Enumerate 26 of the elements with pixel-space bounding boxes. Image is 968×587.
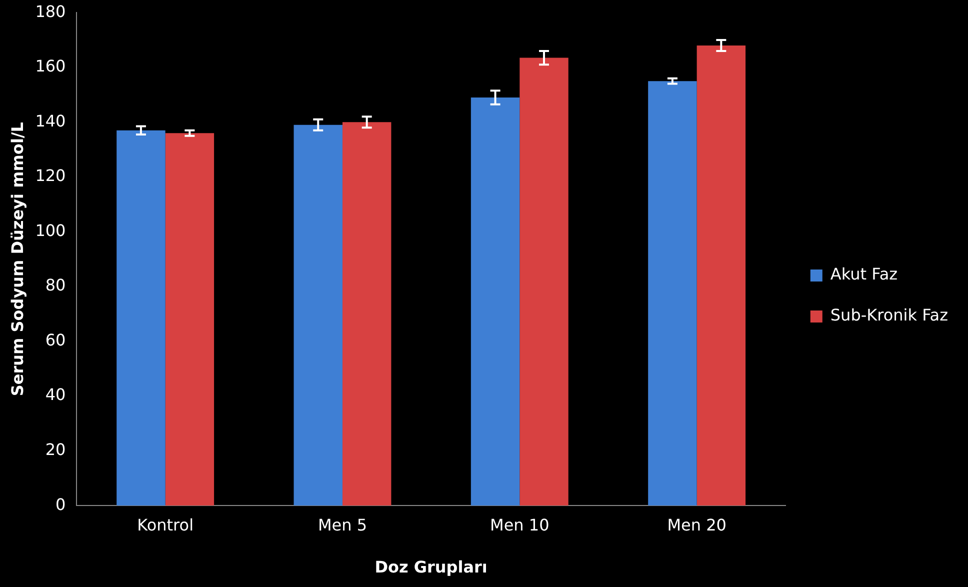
- y-tick-label: 160: [35, 56, 66, 76]
- x-tick-label: Kontrol: [137, 515, 194, 534]
- x-tick-label: Men 20: [667, 515, 726, 534]
- y-tick-label: 140: [35, 111, 66, 130]
- bar: [294, 124, 342, 506]
- y-tick-label: 80: [45, 276, 66, 295]
- bar: [116, 130, 166, 506]
- x-tick-label: Men 5: [318, 515, 368, 534]
- legend-label: Sub-Kronik Faz: [830, 306, 948, 325]
- bar: [648, 81, 697, 506]
- bar: [696, 45, 746, 506]
- bar: [470, 98, 520, 506]
- x-tick-label: Men 10: [490, 515, 550, 534]
- y-tick-label: 100: [35, 220, 66, 240]
- bar: [342, 122, 392, 506]
- bar: [520, 58, 568, 506]
- y-tick-label: 180: [35, 2, 66, 21]
- y-tick-label: 60: [45, 330, 66, 350]
- legend-label: Akut Faz: [830, 264, 898, 284]
- y-axis-title: Serum Sodyum Düzeyi mmol/L: [8, 122, 27, 396]
- y-tick-label: 0: [56, 494, 66, 514]
- y-tick-label: 20: [45, 440, 66, 459]
- bar: [165, 133, 214, 506]
- x-axis-title: Doz Grupları: [374, 558, 488, 577]
- y-tick-label: 120: [35, 166, 66, 186]
- y-tick-label: 40: [45, 385, 66, 404]
